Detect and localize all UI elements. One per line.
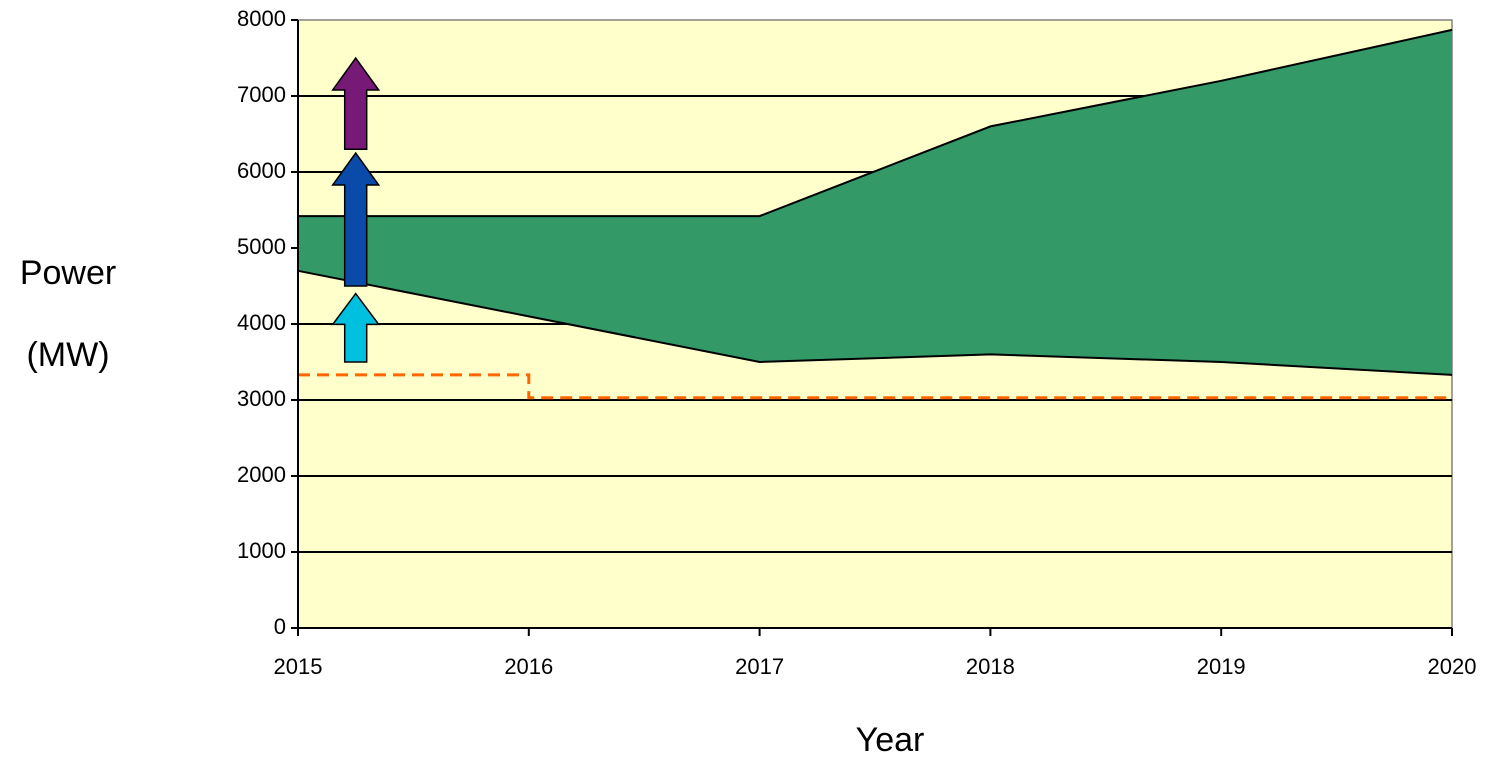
y-axis-label: Power bbox=[20, 254, 116, 292]
band-edge bbox=[297, 269, 1453, 376]
y-tick-label: 3000 bbox=[237, 386, 286, 411]
x-tick-label: 2020 bbox=[1428, 654, 1477, 679]
y-tick-label: 8000 bbox=[237, 6, 286, 31]
x-tick-label: 2018 bbox=[966, 654, 1015, 679]
arrow bbox=[331, 292, 381, 363]
arrow bbox=[331, 56, 381, 150]
x-tick-label: 2015 bbox=[274, 654, 323, 679]
y-tick-label: 5000 bbox=[237, 234, 286, 259]
arrow bbox=[331, 151, 381, 287]
y-tick-label: 1000 bbox=[237, 538, 286, 563]
y-tick-label: 7000 bbox=[237, 82, 286, 107]
x-axis-label: Year bbox=[856, 721, 925, 759]
x-tick-label: 2017 bbox=[735, 654, 784, 679]
x-tick-label: 2019 bbox=[1197, 654, 1246, 679]
x-tick-label: 2016 bbox=[504, 654, 553, 679]
y-tick-label: 0 bbox=[274, 614, 286, 639]
y-tick-label: 6000 bbox=[237, 158, 286, 183]
y-axis-label: (MW) bbox=[26, 336, 109, 374]
y-tick-label: 2000 bbox=[237, 462, 286, 487]
limit-line bbox=[298, 373, 1452, 400]
band-edge bbox=[298, 28, 1453, 218]
band-fill bbox=[298, 29, 1452, 375]
y-tick-label: 4000 bbox=[237, 310, 286, 335]
